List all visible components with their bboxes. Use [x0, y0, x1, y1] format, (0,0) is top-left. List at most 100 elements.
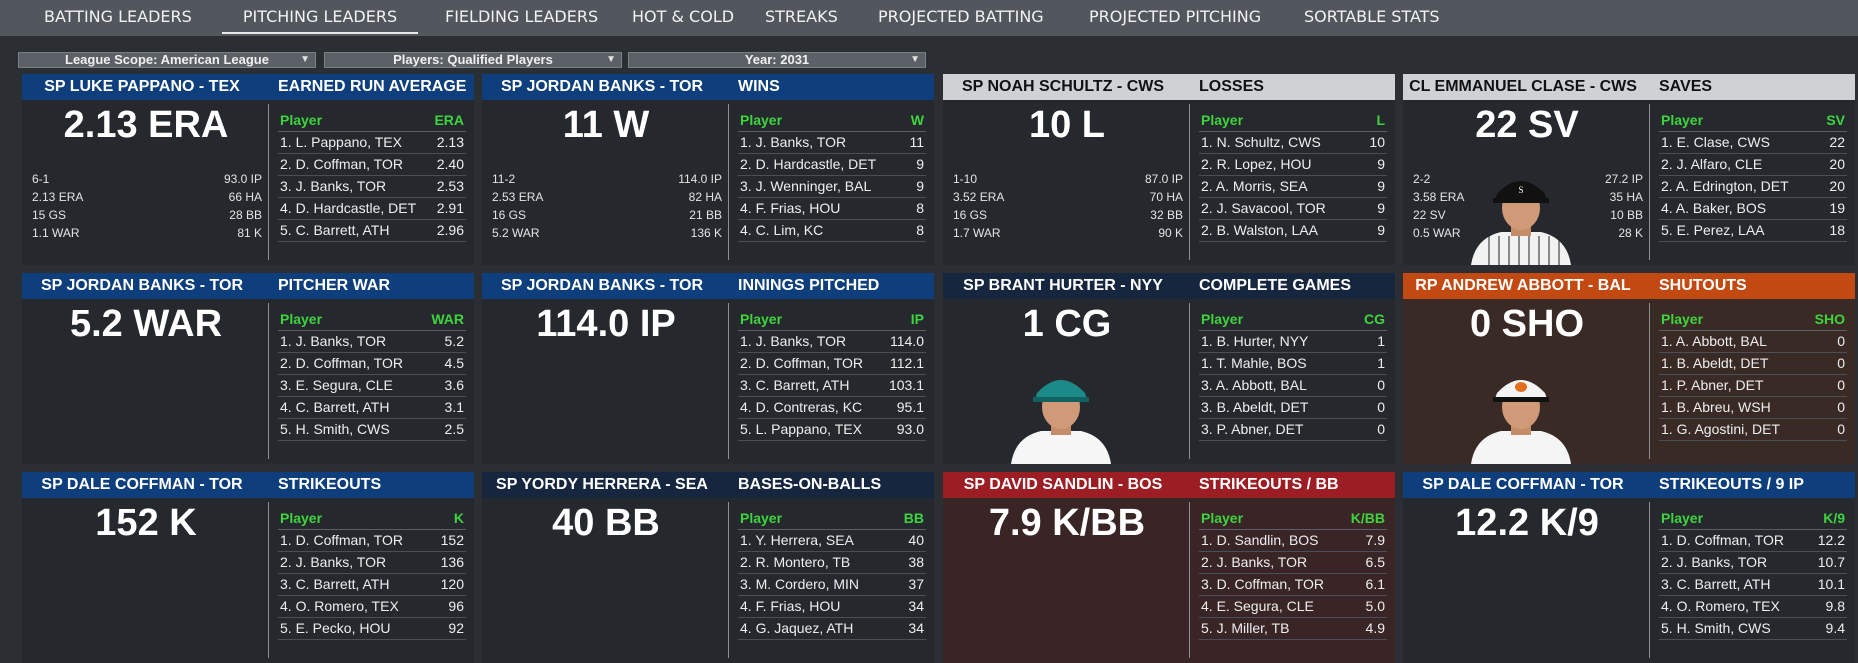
- card-player-name[interactable]: SP JORDAN BANKS - TOR: [500, 78, 704, 95]
- leaderboard-row[interactable]: 2. J. Banks, TOR 136: [278, 552, 466, 574]
- leaderboard-col-stat[interactable]: W: [910, 112, 924, 128]
- leaderboard-player[interactable]: 4. G. Jaquez, ATH: [740, 620, 854, 636]
- leaderboard-row[interactable]: 3. M. Cordero, MIN 37: [738, 574, 926, 596]
- card-player-name[interactable]: SP NOAH SCHULTZ - CWS: [961, 78, 1165, 95]
- leaderboard-player[interactable]: 1. N. Schultz, CWS: [1201, 134, 1321, 150]
- leaderboard-col-player[interactable]: Player: [280, 311, 323, 327]
- leaderboard-col-player[interactable]: Player: [1661, 112, 1704, 128]
- leaderboard-player[interactable]: 4. D. Contreras, KC: [740, 399, 863, 415]
- leaderboard-col-player[interactable]: Player: [1661, 510, 1704, 526]
- leaderboard-row[interactable]: 1. T. Mahle, BOS 1: [1199, 353, 1387, 375]
- leaderboard-row[interactable]: 1. L. Pappano, TEX 2.13: [278, 132, 466, 154]
- leaderboard-player[interactable]: 1. P. Abner, DET: [1661, 377, 1764, 393]
- leaderboard-player[interactable]: 2. D. Hardcastle, DET: [740, 156, 877, 172]
- leaderboard-row[interactable]: 3. J. Wenninger, BAL 9: [738, 176, 926, 198]
- leaderboard-row[interactable]: 4. G. Jaquez, ATH 34: [738, 618, 926, 640]
- leaderboard-col-stat[interactable]: IP: [910, 311, 924, 327]
- leaderboard-col-player[interactable]: Player: [740, 112, 783, 128]
- card-player-name[interactable]: SP JORDAN BANKS - TOR: [500, 277, 704, 294]
- leaderboard-row[interactable]: 1. J. Banks, TOR 114.0: [738, 331, 926, 353]
- leaderboard-row[interactable]: 3. C. Barrett, ATH 103.1: [738, 375, 926, 397]
- leaderboard-player[interactable]: 2. R. Lopez, HOU: [1201, 156, 1312, 172]
- leaderboard-row[interactable]: 3. C. Barrett, ATH 10.1: [1659, 574, 1847, 596]
- leaderboard-col-player[interactable]: Player: [1201, 510, 1244, 526]
- card-player-name[interactable]: SP BRANT HURTER - NYY: [963, 277, 1163, 294]
- card-player-name[interactable]: SP JORDAN BANKS - TOR: [40, 277, 244, 294]
- leaderboard-row[interactable]: 4. C. Barrett, ATH 3.1: [278, 397, 466, 419]
- leaderboard-player[interactable]: 3. C. Barrett, ATH: [280, 576, 390, 592]
- leaderboard-col-stat[interactable]: K: [453, 510, 464, 526]
- leaderboard-player[interactable]: 3. J. Banks, TOR: [280, 178, 387, 194]
- leaderboard-col-stat[interactable]: CG: [1364, 311, 1385, 327]
- leaderboard-row[interactable]: 2. R. Montero, TB 38: [738, 552, 926, 574]
- leaderboard-player[interactable]: 5. E. Perez, LAA: [1661, 222, 1765, 238]
- leaderboard-col-stat[interactable]: BB: [903, 510, 924, 526]
- card-player-name[interactable]: SP LUKE PAPPANO - TEX: [44, 78, 240, 95]
- leaderboard-row[interactable]: 3. E. Segura, CLE 3.6: [278, 375, 466, 397]
- leaderboard-row[interactable]: 3. P. Abner, DET 0: [1199, 419, 1387, 441]
- leaderboard-player[interactable]: 4. O. Romero, TEX: [280, 598, 399, 614]
- leaderboard-col-stat[interactable]: K/9: [1823, 510, 1845, 526]
- leaderboard-player[interactable]: 1. D. Coffman, TOR: [280, 532, 403, 548]
- leaderboard-row[interactable]: 1. Y. Herrera, SEA 40: [738, 530, 926, 552]
- leaderboard-row[interactable]: 2. J. Banks, TOR 10.7: [1659, 552, 1847, 574]
- leaderboard-player[interactable]: 1. E. Clase, CWS: [1661, 134, 1770, 150]
- leaderboard-col-player[interactable]: Player: [1201, 112, 1244, 128]
- leaderboard-row[interactable]: 1. B. Hurter, NYY 1: [1199, 331, 1387, 353]
- leaderboard-row[interactable]: 1. N. Schultz, CWS 10: [1199, 132, 1387, 154]
- leaderboard-player[interactable]: 5. E. Pecko, HOU: [280, 620, 391, 636]
- leaderboard-row[interactable]: 4. O. Romero, TEX 9.8: [1659, 596, 1847, 618]
- leaderboard-player[interactable]: 5. J. Miller, TB: [1201, 620, 1290, 636]
- league-scope-select[interactable]: League Scope: American League ▼: [18, 52, 316, 68]
- leaderboard-row[interactable]: 5. L. Pappano, TEX 93.0: [738, 419, 926, 441]
- leaderboard-player[interactable]: 4. E. Segura, CLE: [1201, 598, 1314, 614]
- leaderboard-col-stat[interactable]: L: [1376, 112, 1385, 128]
- leaderboard-player[interactable]: 2. B. Walston, LAA: [1201, 222, 1318, 238]
- leaderboard-player[interactable]: 1. G. Agostini, DET: [1661, 421, 1781, 437]
- leaderboard-player[interactable]: 3. B. Abeldt, DET: [1201, 399, 1309, 415]
- leaderboard-player[interactable]: 2. D. Coffman, TOR: [280, 156, 403, 172]
- card-player-name[interactable]: RP ANDREW ABBOTT - BAL: [1415, 277, 1631, 294]
- leaderboard-col-stat[interactable]: ERA: [434, 112, 464, 128]
- leaderboard-row[interactable]: 1. D. Sandlin, BOS 7.9: [1199, 530, 1387, 552]
- leaderboard-row[interactable]: 1. B. Abreu, WSH 0: [1659, 397, 1847, 419]
- leaderboard-col-player[interactable]: Player: [1661, 311, 1704, 327]
- leaderboard-row[interactable]: 4. D. Hardcastle, DET 2.91: [278, 198, 466, 220]
- leaderboard-player[interactable]: 4. D. Hardcastle, DET: [280, 200, 417, 216]
- leaderboard-row[interactable]: 1. D. Coffman, TOR 152: [278, 530, 466, 552]
- leaderboard-player[interactable]: 1. J. Banks, TOR: [740, 333, 847, 349]
- leaderboard-player[interactable]: 4. C. Lim, KC: [740, 222, 824, 238]
- leaderboard-row[interactable]: 2. A. Edrington, DET 20: [1659, 176, 1847, 198]
- leaderboard-row[interactable]: 4. A. Baker, BOS 19: [1659, 198, 1847, 220]
- tab-pitching-leaders[interactable]: PITCHING LEADERS: [222, 0, 418, 34]
- leaderboard-row[interactable]: 4. O. Romero, TEX 96: [278, 596, 466, 618]
- leaderboard-player[interactable]: 3. J. Wenninger, BAL: [740, 178, 872, 194]
- tab-hot-and-cold[interactable]: HOT & COLD: [632, 7, 735, 26]
- leaderboard-player[interactable]: 3. C. Barrett, ATH: [1661, 576, 1771, 592]
- leaderboard-row[interactable]: 2. D. Coffman, TOR 4.5: [278, 353, 466, 375]
- tab-fielding-leaders[interactable]: FIELDING LEADERS: [445, 7, 599, 26]
- players-select[interactable]: Players: Qualified Players ▼: [324, 52, 622, 68]
- leaderboard-player[interactable]: 2. D. Coffman, TOR: [280, 355, 403, 371]
- leaderboard-player[interactable]: 1. D. Sandlin, BOS: [1201, 532, 1319, 548]
- leaderboard-player[interactable]: 3. A. Abbott, BAL: [1201, 377, 1307, 393]
- leaderboard-player[interactable]: 1. J. Banks, TOR: [740, 134, 847, 150]
- leaderboard-player[interactable]: 3. E. Segura, CLE: [280, 377, 393, 393]
- leaderboard-player[interactable]: 4. F. Frias, HOU: [740, 200, 841, 216]
- leaderboard-col-player[interactable]: Player: [280, 112, 323, 128]
- leaderboard-row[interactable]: 5. H. Smith, CWS 9.4: [1659, 618, 1847, 640]
- leaderboard-player[interactable]: 1. B. Abreu, WSH: [1661, 399, 1771, 415]
- leaderboard-player[interactable]: 4. O. Romero, TEX: [1661, 598, 1780, 614]
- leaderboard-row[interactable]: 4. E. Segura, CLE 5.0: [1199, 596, 1387, 618]
- leaderboard-row[interactable]: 4. C. Lim, KC 8: [738, 220, 926, 242]
- leaderboard-row[interactable]: 2. J. Banks, TOR 6.5: [1199, 552, 1387, 574]
- leaderboard-row[interactable]: 2. J. Savacool, TOR 9: [1199, 198, 1387, 220]
- leaderboard-player[interactable]: 5. H. Smith, CWS: [1661, 620, 1771, 636]
- leaderboard-player[interactable]: 1. A. Abbott, BAL: [1661, 333, 1767, 349]
- tab-streaks[interactable]: STREAKS: [765, 7, 838, 26]
- leaderboard-player[interactable]: 2. J. Banks, TOR: [1201, 554, 1308, 570]
- leaderboard-row[interactable]: 2. D. Coffman, TOR 2.40: [278, 154, 466, 176]
- leaderboard-player[interactable]: 3. D. Coffman, TOR: [1201, 576, 1324, 592]
- leaderboard-player[interactable]: 2. J. Savacool, TOR: [1201, 200, 1326, 216]
- leaderboard-player[interactable]: 2. J. Banks, TOR: [280, 554, 387, 570]
